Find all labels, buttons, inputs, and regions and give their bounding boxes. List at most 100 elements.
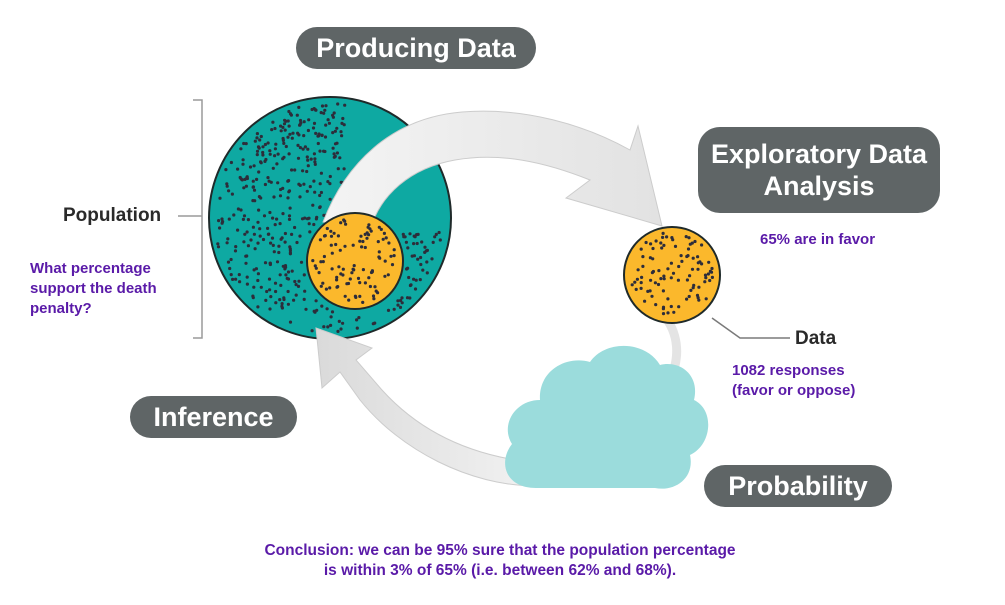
stage-inference: Inference — [130, 396, 297, 438]
speckle-dot — [254, 267, 258, 271]
speckle-dot — [425, 271, 429, 275]
speckle-dot — [643, 299, 647, 303]
speckle-dot — [218, 196, 222, 200]
speckle-dot — [433, 235, 437, 239]
speckle-dot — [400, 301, 404, 305]
speckle-dot — [328, 182, 332, 186]
speckle-dot — [639, 247, 643, 251]
speckle-dot — [245, 254, 249, 258]
speckle-dot — [314, 299, 318, 303]
speckle-dot — [328, 174, 332, 179]
speckle-dot — [332, 152, 336, 156]
speckle-dot — [245, 275, 249, 279]
speckle-dot — [365, 231, 369, 235]
speckle-dot — [234, 245, 238, 249]
speckle-dot — [329, 315, 333, 319]
speckle-dot — [282, 141, 286, 145]
speckle-dot — [243, 232, 247, 236]
speckle-dot — [662, 243, 666, 247]
speckle-dot — [287, 217, 292, 221]
speckle-dot — [274, 142, 278, 146]
speckle-dot — [302, 273, 306, 277]
speckle-dot — [231, 277, 235, 281]
stage-eda-label-line2: Analysis — [763, 171, 875, 201]
speckle-dot — [319, 171, 323, 175]
speckle-dot — [337, 265, 341, 269]
speckle-dot — [708, 269, 713, 273]
speckle-dot — [269, 241, 273, 245]
speckle-dot — [298, 118, 303, 123]
speckle-dot — [381, 237, 385, 241]
speckle-dot — [666, 267, 670, 271]
eda-result: 65% are in favor — [760, 231, 876, 248]
speckle-dot — [386, 308, 391, 312]
speckle-dot — [300, 217, 305, 221]
speckle-dot — [226, 260, 231, 264]
speckle-dot — [286, 196, 290, 200]
speckle-dot — [309, 157, 313, 161]
speckle-dot — [351, 267, 355, 271]
speckle-dot — [322, 325, 326, 329]
speckle-dot — [314, 266, 318, 270]
speckle-dot — [367, 223, 371, 227]
speckle-dot — [308, 230, 312, 234]
speckle-dot — [361, 239, 365, 244]
speckle-dot — [263, 142, 267, 147]
speckle-dot — [329, 323, 333, 327]
speckle-dot — [335, 151, 339, 155]
speckle-dot — [273, 147, 277, 151]
speckle-dot — [392, 307, 396, 311]
speckle-dot — [343, 219, 347, 223]
speckle-dot — [343, 244, 347, 248]
speckle-dot — [415, 241, 419, 246]
speckle-dot — [396, 299, 400, 303]
speckle-dot — [649, 278, 653, 282]
speckle-dot — [251, 185, 256, 189]
speckle-dot — [238, 280, 242, 284]
speckle-dot — [286, 270, 291, 274]
speckle-dot — [318, 238, 322, 242]
speckle-dot — [283, 118, 287, 122]
speckle-dot — [284, 144, 288, 149]
speckle-dot — [359, 234, 363, 238]
speckle-dot — [227, 217, 231, 221]
speckle-dot — [283, 240, 287, 244]
speckle-dot — [257, 208, 261, 212]
speckle-dot — [639, 281, 643, 285]
speckle-dot — [692, 283, 696, 287]
speckle-dot — [268, 307, 272, 311]
speckle-dot — [649, 242, 653, 246]
speckle-dot — [242, 214, 247, 218]
speckle-dot — [332, 111, 336, 115]
speckle-dot — [335, 278, 339, 282]
speckle-dot — [656, 282, 661, 287]
speckle-dot — [708, 278, 712, 283]
speckle-dot — [324, 104, 328, 108]
speckle-dot — [662, 274, 666, 278]
data-leader-line — [711, 317, 790, 339]
speckle-dot — [273, 154, 277, 158]
speckle-dot — [287, 124, 291, 128]
speckle-dot — [687, 236, 691, 240]
speckle-dot — [236, 228, 240, 232]
speckle-dot — [703, 280, 707, 284]
speckle-dot — [653, 281, 658, 285]
speckle-dot — [325, 226, 329, 231]
population-label: Population — [63, 205, 162, 226]
speckle-dot — [339, 221, 343, 225]
speckle-dot — [344, 222, 348, 226]
speckle-dot — [305, 155, 309, 159]
speckle-dot — [685, 254, 689, 259]
speckle-dot — [244, 184, 248, 188]
speckle-dot — [351, 243, 355, 247]
speckle-dot — [293, 225, 297, 230]
speckle-dot — [252, 232, 256, 236]
speckle-dot — [438, 238, 442, 242]
sample-dots — [311, 218, 396, 304]
speckle-dot — [286, 119, 290, 123]
speckle-dot — [696, 296, 700, 300]
speckle-dot — [252, 285, 256, 289]
speckle-dot — [661, 235, 665, 239]
speckle-dot — [640, 275, 644, 279]
speckle-dot — [294, 283, 298, 287]
